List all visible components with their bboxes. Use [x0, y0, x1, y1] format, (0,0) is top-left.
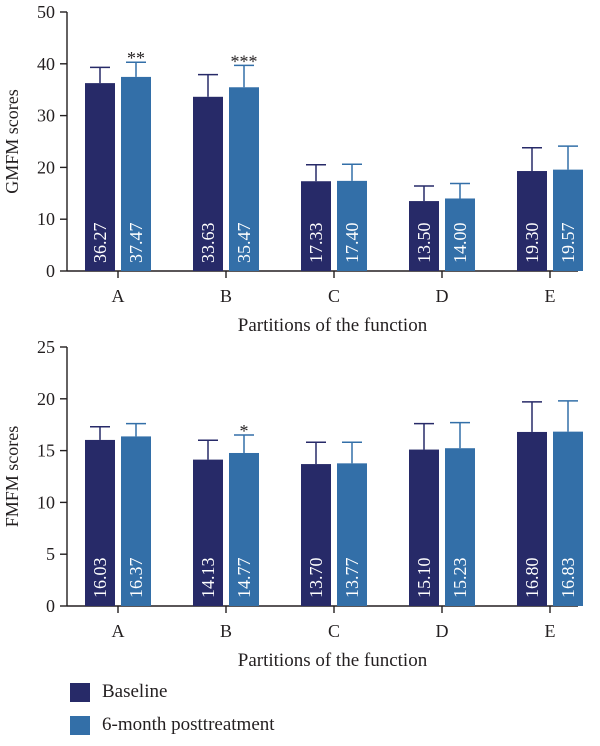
bar-value-label: 16.83 [558, 558, 578, 599]
bar-baseline [517, 171, 547, 271]
legend-swatch-baseline [70, 682, 90, 702]
bar-baseline [193, 459, 223, 606]
bar-baseline [301, 464, 331, 606]
bar-baseline [409, 201, 439, 271]
x-tick-label: C [328, 621, 340, 641]
bar-posttreatment [121, 436, 151, 606]
bar-posttreatment [229, 87, 259, 271]
legend-item-baseline: Baseline [70, 680, 275, 704]
legend: Baseline 6-month posttreatment [70, 680, 275, 746]
legend-item-posttreatment: 6-month posttreatment [70, 713, 275, 737]
significance-marker: *** [231, 51, 258, 71]
bar-baseline [193, 96, 223, 271]
bar-value-label: 19.57 [558, 223, 578, 264]
bar-value-label: 14.00 [450, 223, 470, 264]
y-tick-label: 5 [46, 544, 55, 564]
bar-posttreatment [445, 448, 475, 606]
y-tick-label: 30 [37, 106, 55, 126]
y-axis-title: GMFM scores [2, 89, 22, 194]
bar-value-label: 13.50 [414, 223, 434, 264]
x-tick-label: A [112, 286, 125, 306]
x-tick-label: C [328, 286, 340, 306]
bar-posttreatment [337, 180, 367, 271]
bar-value-label: 15.23 [450, 558, 470, 599]
x-tick-label: D [436, 621, 449, 641]
bar-posttreatment [229, 452, 259, 606]
bar-value-label: 15.10 [414, 558, 434, 599]
y-tick-label: 40 [37, 54, 55, 74]
bar-posttreatment [337, 463, 367, 606]
bar-baseline [85, 439, 115, 606]
bar-value-label: 36.27 [90, 223, 110, 264]
y-axis-title: FMFM scores [2, 426, 22, 528]
bar-baseline [517, 431, 547, 606]
x-axis-title: Partitions of the function [238, 650, 428, 671]
bar-value-label: 14.13 [198, 558, 218, 599]
y-tick-label: 50 [37, 2, 55, 22]
y-tick-label: 10 [37, 209, 55, 229]
legend-label-baseline: Baseline [102, 681, 168, 702]
bar-posttreatment [553, 169, 583, 271]
bar-baseline [85, 83, 115, 271]
bar-value-label: 19.30 [522, 223, 542, 264]
x-tick-label: A [112, 621, 125, 641]
bar-value-label: 33.63 [198, 223, 218, 264]
significance-marker: ** [127, 48, 145, 68]
y-tick-label: 0 [46, 261, 55, 281]
bar-posttreatment [121, 76, 151, 272]
bar-value-label: 17.40 [342, 223, 362, 264]
y-tick-label: 20 [37, 157, 55, 177]
bar-value-label: 35.47 [234, 223, 254, 264]
x-axis-title: Partitions of the function [238, 315, 428, 336]
x-tick-label: B [220, 621, 232, 641]
y-tick-label: 20 [37, 389, 55, 409]
legend-label-posttreatment: 6-month posttreatment [102, 714, 275, 735]
bar-posttreatment [445, 198, 475, 271]
x-tick-label: B [220, 286, 232, 306]
x-tick-label: E [545, 286, 556, 306]
x-tick-label: E [545, 621, 556, 641]
significance-marker: * [240, 421, 249, 441]
chart-panel-1: 0 10 20 30 40 50 GMFM scores A B C D E Partitions of… [2, 2, 583, 336]
y-tick-label: 25 [37, 337, 55, 357]
y-tick-label: 10 [37, 492, 55, 512]
bar-value-label: 16.80 [522, 558, 542, 599]
legend-swatch-posttreatment [70, 715, 90, 735]
bar-value-label: 17.33 [306, 223, 326, 264]
x-tick-label: D [436, 286, 449, 306]
bar-value-label: 16.03 [90, 558, 110, 599]
bar-posttreatment [553, 431, 583, 606]
bar-value-label: 16.37 [126, 558, 146, 599]
bar-baseline [409, 449, 439, 606]
y-tick-label: 15 [37, 441, 55, 461]
bar-value-label: 13.70 [306, 558, 326, 599]
y-tick-label: 0 [46, 596, 55, 616]
bar-value-label: 14.77 [234, 558, 254, 599]
chart-panel-2: 0 5 10 15 20 25 FMFM scores A B C D E Partitions of … [2, 337, 583, 671]
bar-baseline [301, 181, 331, 271]
bar-value-label: 37.47 [126, 223, 146, 264]
bar-value-label: 13.77 [342, 558, 362, 599]
